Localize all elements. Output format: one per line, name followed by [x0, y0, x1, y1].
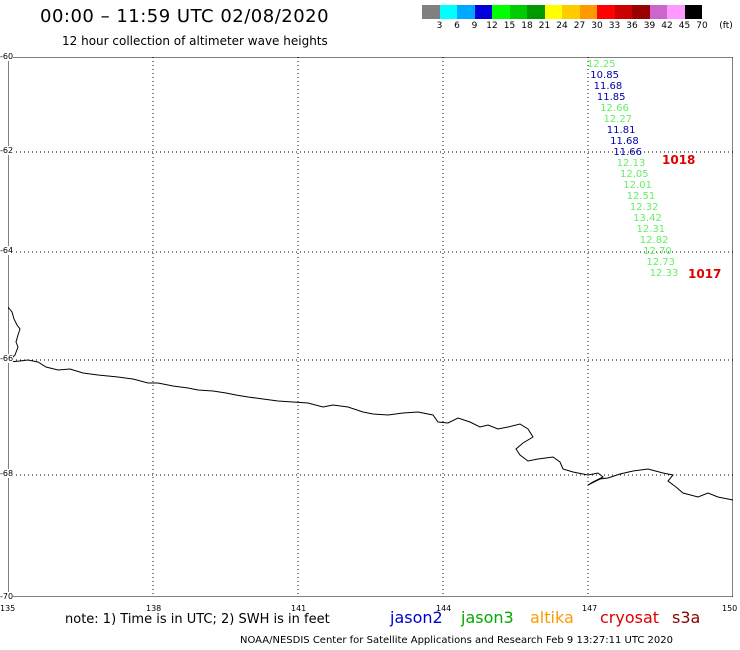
satellite-s3a: s3a [672, 608, 701, 627]
latitude-label: -64 [0, 246, 14, 255]
swh-observation: 12.05 [620, 169, 649, 180]
color-scale-labels: 3 6 9 12 15 18 21 24 27 30 33 36 39 42 45 70 (ft) [422, 21, 740, 33]
scale-swatch [579, 5, 597, 19]
swh-observation: 12.32 [629, 202, 659, 213]
swh-observation: 12.66 [600, 103, 629, 114]
scale-swatch [597, 5, 615, 19]
scale-swatch [544, 5, 562, 19]
scale-label: (ft) [719, 21, 733, 31]
scale-label: 27 [573, 21, 586, 31]
swh-observation: 12.70 [643, 246, 672, 257]
swh-observation: 11.85 [596, 92, 626, 103]
satellite-altika: altika [530, 608, 574, 627]
latitude-label: -70 [0, 592, 14, 601]
latitude-label: -62 [0, 146, 14, 155]
scale-label: 36 [626, 21, 638, 31]
scale-swatch [474, 5, 492, 19]
map-title: 00:00 – 11:59 UTC 02/08/2020 [40, 6, 330, 27]
scale-swatch [422, 5, 440, 19]
scale-label: 6 [454, 21, 460, 31]
scale-swatch [632, 5, 650, 19]
map-plot [8, 57, 733, 597]
color-scale-legend [422, 5, 702, 19]
longitude-label: 138 [146, 604, 162, 613]
footer-note: note: 1) Time is in UTC; 2) SWH is in fe… [65, 612, 330, 627]
scale-label: 3 [436, 21, 443, 31]
credit-line: NOAA/NESDIS Center for Satellite Applica… [240, 635, 673, 646]
swh-observation: 12.25 [587, 59, 616, 70]
scale-swatch [614, 5, 632, 19]
satellite-cryosat: cryosat [600, 608, 660, 627]
scale-swatch [667, 5, 685, 19]
scale-swatch [509, 5, 527, 19]
scale-label: 9 [471, 21, 478, 31]
scale-swatch [527, 5, 545, 19]
swh-observation: 13.42 [633, 213, 662, 224]
longitude-label: 150 [722, 604, 738, 613]
latitude-label: -68 [0, 469, 14, 478]
longitude-label: 144 [436, 604, 452, 613]
scale-label: 70 [696, 21, 708, 31]
latitude-label: -66 [0, 354, 14, 363]
swh-observation: 11.68 [610, 136, 639, 147]
pressure-label-1017: 1017 [688, 267, 722, 281]
scale-swatch [562, 5, 580, 19]
satellite-jason3: jason3 [461, 608, 514, 627]
scale-label: 30 [591, 21, 603, 31]
swh-observation: 12.51 [626, 191, 656, 202]
scale-label: 18 [521, 21, 533, 31]
scale-label: 21 [538, 21, 551, 31]
scale-label: 42 [661, 21, 673, 31]
latitude-label: -60 [0, 52, 14, 61]
swh-observation: 12.01 [623, 180, 652, 191]
swh-observation: 12.73 [646, 257, 676, 268]
swh-observation: 12.31 [636, 224, 666, 235]
swh-observation: 12.33 [649, 268, 679, 279]
scale-swatch [649, 5, 667, 19]
graticule [8, 57, 733, 597]
longitude-label: 141 [291, 604, 307, 613]
scale-label: 33 [608, 21, 621, 31]
swh-observation: 12.13 [616, 158, 646, 169]
scale-label: 24 [556, 21, 568, 31]
scale-swatch [457, 5, 475, 19]
longitude-label: 147 [582, 604, 598, 613]
longitude-label: 135 [0, 604, 16, 613]
satellite-jason2: jason2 [390, 608, 443, 627]
swh-observation: 10.85 [590, 70, 619, 81]
map-subtitle: 12 hour collection of altimeter wave hei… [62, 34, 328, 48]
scale-label: 15 [503, 21, 516, 31]
swh-observation: 11.68 [593, 81, 623, 92]
scale-label: 12 [486, 21, 498, 31]
scale-swatch [492, 5, 510, 19]
antarctic-coastline [8, 306, 733, 501]
swh-observation: 11.66 [613, 147, 643, 158]
scale-label: 45 [678, 21, 691, 31]
pressure-label-1018: 1018 [662, 153, 696, 167]
swh-observation: 12.82 [639, 235, 669, 246]
scale-swatch [684, 5, 702, 19]
swh-observation: 11.81 [606, 125, 636, 136]
scale-label: 39 [643, 21, 656, 31]
swh-observation: 12.27 [603, 114, 633, 125]
scale-swatch [439, 5, 457, 19]
